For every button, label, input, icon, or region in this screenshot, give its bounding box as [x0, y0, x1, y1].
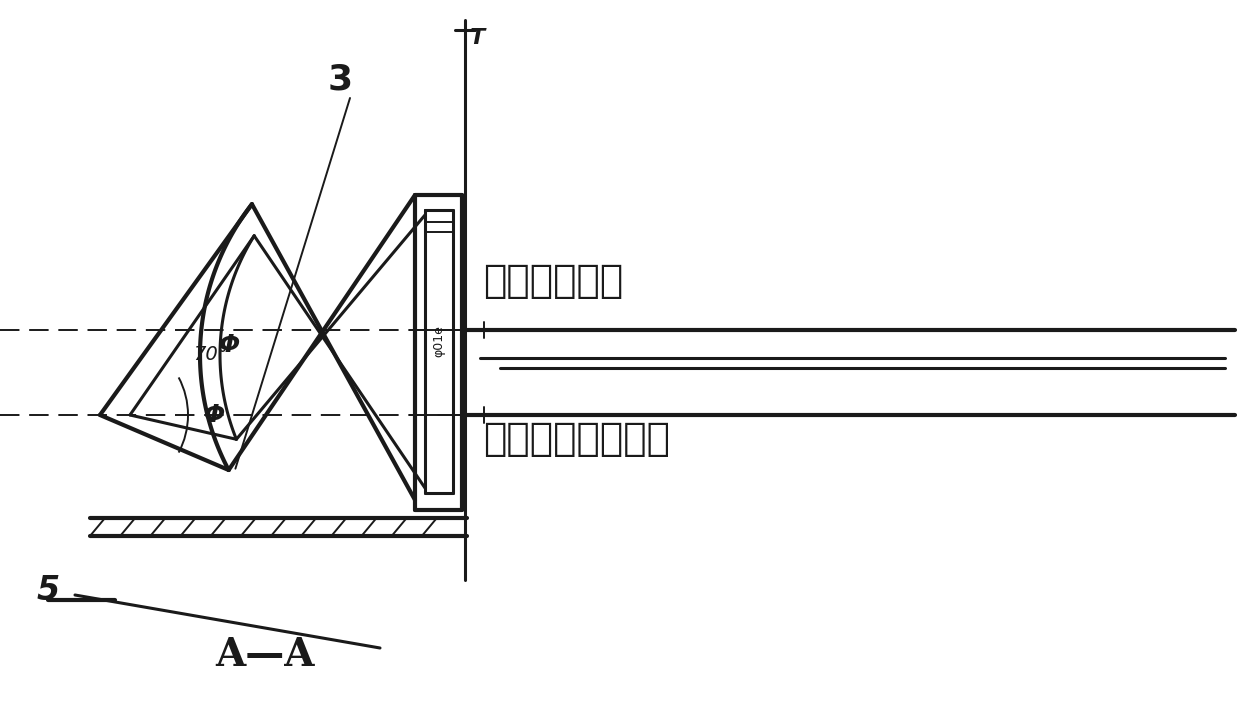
Text: Φ: Φ: [205, 403, 226, 427]
Text: Φ: Φ: [219, 333, 241, 357]
Text: 服务横道水平轴线: 服务横道水平轴线: [484, 420, 670, 458]
Text: 5: 5: [36, 574, 60, 606]
Text: φ01e: φ01e: [433, 325, 445, 357]
Text: A—A: A—A: [216, 636, 315, 674]
Text: 3: 3: [327, 63, 352, 97]
Text: T: T: [470, 28, 485, 48]
Text: 70°: 70°: [192, 346, 227, 365]
Text: 主隙道中心线: 主隙道中心线: [484, 262, 624, 300]
